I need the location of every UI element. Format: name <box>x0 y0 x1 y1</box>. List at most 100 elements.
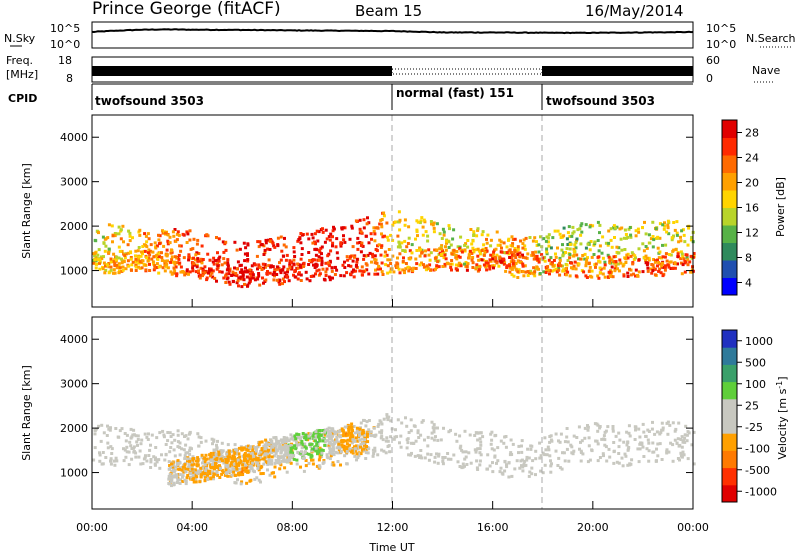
power-pixel <box>545 235 549 239</box>
velocity-pixel <box>93 432 97 436</box>
power-pixel <box>661 255 665 259</box>
velocity-pixel <box>285 453 289 457</box>
power-pixel <box>658 236 662 240</box>
power-pixel <box>182 270 186 274</box>
power-pixel <box>388 270 392 274</box>
velocity-pixel <box>217 452 221 456</box>
power-pixel <box>149 243 153 247</box>
power-pixel <box>391 238 395 242</box>
freq-band-2 <box>391 68 543 75</box>
power-pixel <box>328 260 332 264</box>
power-pixel <box>447 240 451 244</box>
velocity-pixel <box>214 452 218 456</box>
velocity-pixel <box>596 442 600 446</box>
velocity-pixel <box>177 461 181 465</box>
power-pixel <box>492 266 495 270</box>
power-pixel <box>195 263 199 267</box>
power-pixel <box>579 242 583 246</box>
power-pixel <box>237 276 241 280</box>
velocity-pixel <box>341 439 345 443</box>
velocity-pixel <box>660 458 664 461</box>
power-pixel <box>676 252 680 256</box>
power-pixel <box>273 245 277 249</box>
velocity-pixel <box>256 456 260 460</box>
velocity-pixel <box>109 457 113 461</box>
power-pixel <box>614 260 618 264</box>
power-pixel <box>217 237 221 241</box>
power-pixel <box>579 233 583 237</box>
velocity-pixel <box>355 458 358 462</box>
power-pixel <box>614 226 617 230</box>
velocity-pixel <box>224 463 228 467</box>
power-pixel <box>199 266 203 270</box>
velocity-pixel <box>476 438 480 442</box>
power-pixel <box>673 228 677 232</box>
power-pixel <box>425 264 429 268</box>
power-pixel <box>157 238 161 242</box>
power-pixel <box>267 238 270 242</box>
velocity-pixel <box>176 445 180 449</box>
power-pixel <box>394 264 398 268</box>
velocity-pixel <box>476 468 480 471</box>
velocity-pixel <box>505 463 508 467</box>
velocity-pixel <box>139 462 143 466</box>
velocity-pixel <box>337 442 341 446</box>
power-pixel <box>510 273 514 277</box>
power-pixel <box>282 243 286 247</box>
velocity-pixel <box>106 424 109 428</box>
velocity-pixel <box>393 435 397 439</box>
power-pixel <box>185 269 189 273</box>
power-pixel <box>110 224 114 228</box>
power-pixel <box>568 274 572 278</box>
velocity-pixel <box>405 438 409 442</box>
power-pixel <box>102 261 106 265</box>
velocity-pixel <box>250 451 254 455</box>
power-pixel <box>657 269 661 273</box>
power-pixel <box>566 259 570 262</box>
velocity-pixel <box>543 453 547 457</box>
power-pixel <box>256 267 259 271</box>
velocity-pixel <box>416 431 420 435</box>
power-pixel <box>339 242 343 246</box>
power-pixel <box>533 236 537 240</box>
power-pixel <box>194 270 198 274</box>
velocity-pixel <box>109 445 113 449</box>
velocity-pixel <box>432 423 436 427</box>
power-pixel <box>117 225 121 229</box>
power-pixel <box>343 260 346 264</box>
colorbar-swatch <box>722 347 737 365</box>
power-pixel <box>550 269 554 273</box>
velocity-pixel <box>359 442 363 446</box>
power-pixel <box>314 242 317 246</box>
velocity-pixel <box>441 462 445 466</box>
power-pixel <box>485 249 489 253</box>
velocity-pixel <box>372 426 376 430</box>
velocity-pixel <box>344 434 348 438</box>
power-pixel <box>583 252 587 256</box>
velocity-pixel <box>656 442 660 446</box>
noise-left-tick-top: 10^5 <box>50 22 80 35</box>
power-pixel <box>260 268 264 271</box>
power-pixel <box>572 247 576 251</box>
power-pixel <box>647 258 651 262</box>
power-pixel <box>248 272 252 276</box>
velocity-pixel <box>358 427 362 431</box>
velocity-pixel <box>474 450 478 454</box>
velocity-pixel <box>692 430 696 434</box>
power-pixel <box>435 222 439 226</box>
power-pixel <box>617 269 621 273</box>
velocity-pixel <box>683 440 687 444</box>
power-pixel <box>169 270 173 274</box>
power-pixel <box>510 256 514 260</box>
power-pixel <box>594 262 598 266</box>
power-pixel <box>117 232 121 236</box>
power-pixel <box>513 247 517 250</box>
velocity-pixel <box>364 451 368 455</box>
power-pixel <box>566 270 570 274</box>
velocity-pixel <box>620 456 624 460</box>
power-pixel <box>651 245 655 249</box>
velocity-pixel <box>183 454 187 458</box>
power-pixel <box>442 233 446 237</box>
velocity-pixel <box>331 429 335 433</box>
